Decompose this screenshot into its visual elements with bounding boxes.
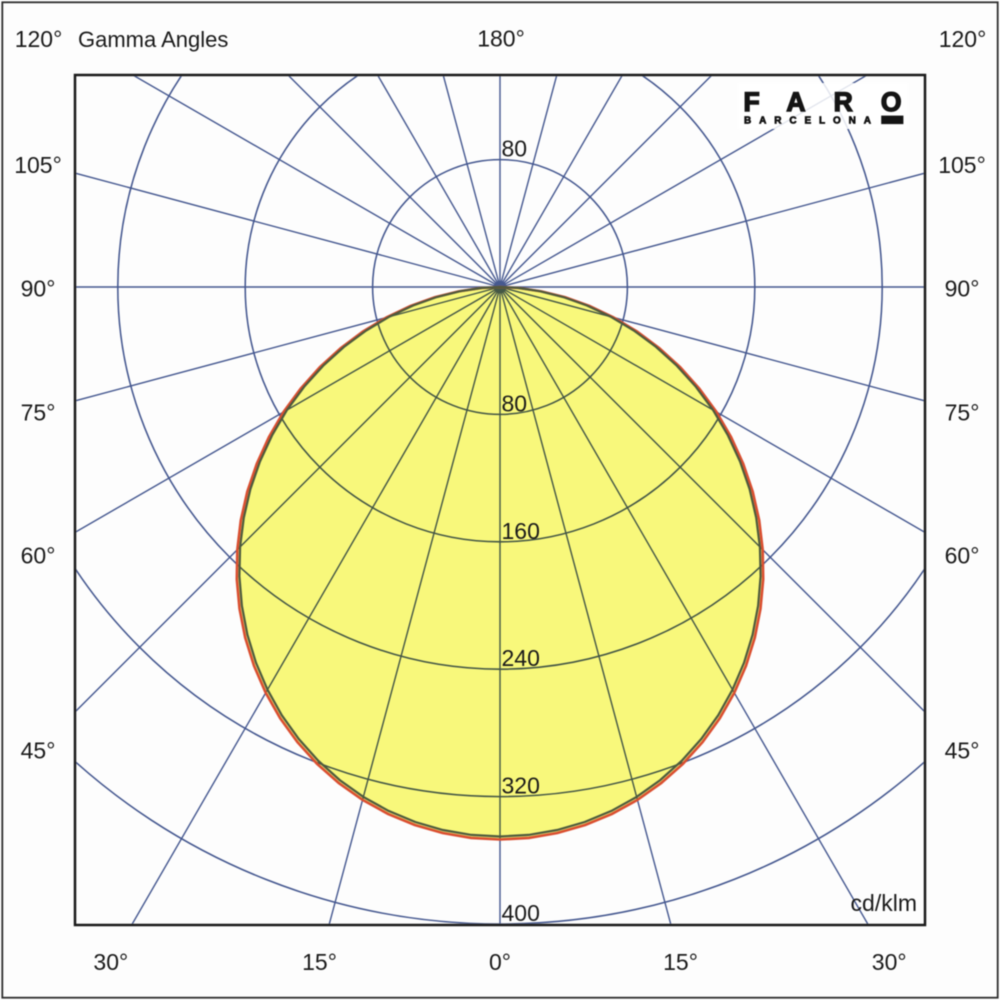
svg-text:cd/klm: cd/klm — [851, 890, 917, 916]
svg-text:45°: 45° — [945, 738, 980, 764]
svg-text:80: 80 — [502, 136, 528, 162]
svg-text:120°: 120° — [939, 26, 987, 52]
svg-text:105°: 105° — [14, 152, 62, 178]
svg-text:105°: 105° — [938, 152, 986, 178]
svg-text:90°: 90° — [945, 276, 980, 302]
svg-text:15°: 15° — [663, 949, 698, 975]
svg-text:60°: 60° — [945, 543, 980, 569]
svg-text:Gamma Angles: Gamma Angles — [78, 27, 228, 52]
svg-text:180°: 180° — [477, 26, 525, 52]
svg-text:160: 160 — [502, 518, 540, 544]
svg-text:80: 80 — [502, 390, 528, 416]
svg-text:240: 240 — [502, 645, 540, 671]
svg-text:75°: 75° — [21, 400, 56, 426]
svg-text:400: 400 — [502, 900, 540, 926]
svg-text:30°: 30° — [93, 949, 128, 975]
svg-text:60°: 60° — [21, 543, 56, 569]
svg-text:30°: 30° — [872, 949, 907, 975]
svg-text:75°: 75° — [945, 400, 980, 426]
svg-text:45°: 45° — [21, 738, 56, 764]
svg-text:120°: 120° — [15, 26, 63, 52]
svg-text:15°: 15° — [302, 949, 337, 975]
svg-text:0°: 0° — [489, 949, 511, 975]
svg-text:320: 320 — [502, 773, 540, 799]
svg-text:90°: 90° — [21, 276, 56, 302]
svg-text:BARCELONA: BARCELONA — [744, 116, 871, 127]
